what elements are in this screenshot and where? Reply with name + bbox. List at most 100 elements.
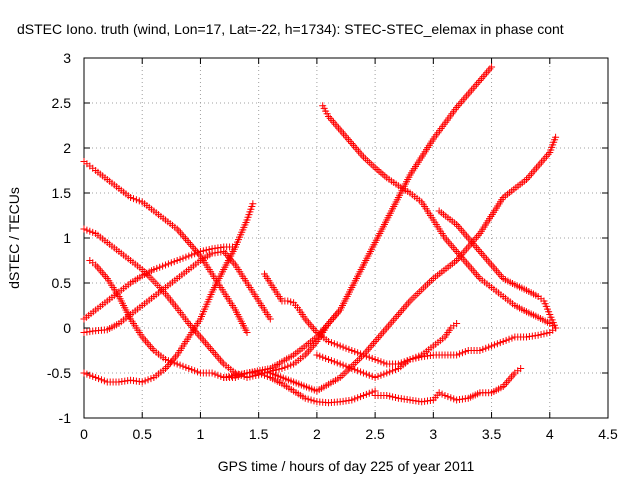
data-point (463, 232, 471, 240)
data-point (326, 318, 334, 326)
data-point (98, 269, 106, 277)
data-point (185, 239, 193, 246)
data-point (394, 311, 402, 318)
data-points (80, 63, 560, 407)
data-point (443, 236, 451, 244)
data-point (380, 359, 388, 367)
data-point (305, 347, 313, 355)
data-point (461, 230, 469, 238)
data-point (330, 118, 338, 126)
data-point (474, 246, 482, 254)
data-point (368, 341, 376, 349)
data-point (473, 244, 481, 252)
data-point (80, 225, 88, 233)
x-tick-label: 4.5 (598, 426, 618, 442)
data-point (438, 390, 446, 398)
data-point (95, 375, 103, 383)
data-point (327, 357, 335, 365)
data-point (145, 341, 153, 349)
series-10 (319, 102, 560, 332)
data-point (144, 376, 152, 384)
y-axis-label: dSTEC / TECUs (6, 187, 22, 289)
data-point (496, 271, 504, 279)
data-point (476, 248, 484, 255)
data-point (100, 271, 108, 279)
data-point (386, 320, 394, 328)
data-point (469, 84, 477, 92)
data-point (490, 341, 498, 349)
data-point (148, 345, 156, 353)
data-point (211, 370, 219, 378)
data-point (275, 365, 283, 373)
data-point (379, 328, 387, 336)
data-point (305, 319, 313, 327)
data-point (217, 372, 225, 380)
data-point (129, 195, 137, 203)
data-point (194, 368, 202, 376)
data-point (380, 370, 388, 378)
data-point (173, 360, 181, 368)
data-point (441, 392, 449, 399)
data-point (364, 345, 372, 353)
data-point (453, 351, 461, 359)
x-tick-label: 3.5 (482, 426, 502, 442)
data-point (458, 226, 466, 234)
data-point (377, 358, 385, 366)
data-point (284, 362, 292, 370)
data-point (484, 257, 492, 265)
data-point (454, 222, 462, 230)
data-point (306, 321, 314, 329)
data-point (466, 263, 474, 271)
data-point (493, 267, 501, 275)
data-point (491, 265, 499, 273)
data-point (464, 90, 472, 98)
data-point (379, 170, 387, 178)
data-point (368, 354, 376, 362)
data-point (303, 317, 311, 325)
x-tick-label: 0 (80, 426, 88, 442)
x-tick-label: 4 (546, 426, 554, 442)
data-point (373, 336, 381, 344)
data-point (458, 98, 466, 106)
data-point (383, 369, 391, 377)
data-point (389, 316, 397, 324)
data-point (333, 310, 341, 318)
data-point (179, 254, 187, 262)
data-point (333, 359, 341, 367)
data-point (325, 356, 333, 363)
data-point (322, 354, 330, 362)
data-point (473, 80, 481, 88)
data-point (471, 82, 479, 90)
data-point (502, 336, 510, 344)
data-point (179, 362, 187, 370)
data-point (508, 334, 516, 342)
data-point (215, 354, 223, 362)
data-point (444, 238, 452, 246)
data-point (194, 249, 202, 257)
data-point (396, 309, 404, 317)
data-point (496, 339, 504, 347)
data-point (218, 358, 226, 366)
series-12 (371, 365, 525, 406)
data-point (369, 162, 377, 170)
data-point (341, 132, 349, 140)
data-point (196, 333, 204, 341)
data-point (208, 369, 216, 377)
data-point (448, 242, 456, 250)
data-point (316, 352, 324, 360)
data-point (378, 330, 386, 338)
data-point (303, 349, 311, 357)
data-point (345, 363, 353, 371)
data-point (374, 357, 382, 365)
data-point (102, 273, 110, 281)
data-point (138, 378, 146, 386)
data-point (173, 257, 181, 264)
data-point (284, 297, 292, 305)
y-tick-label: 0 (63, 320, 71, 336)
data-point (345, 345, 353, 353)
y-tick-label: -1 (59, 410, 72, 426)
data-point (310, 397, 318, 405)
data-point (210, 348, 218, 356)
data-point (185, 252, 193, 260)
data-point (328, 316, 336, 324)
